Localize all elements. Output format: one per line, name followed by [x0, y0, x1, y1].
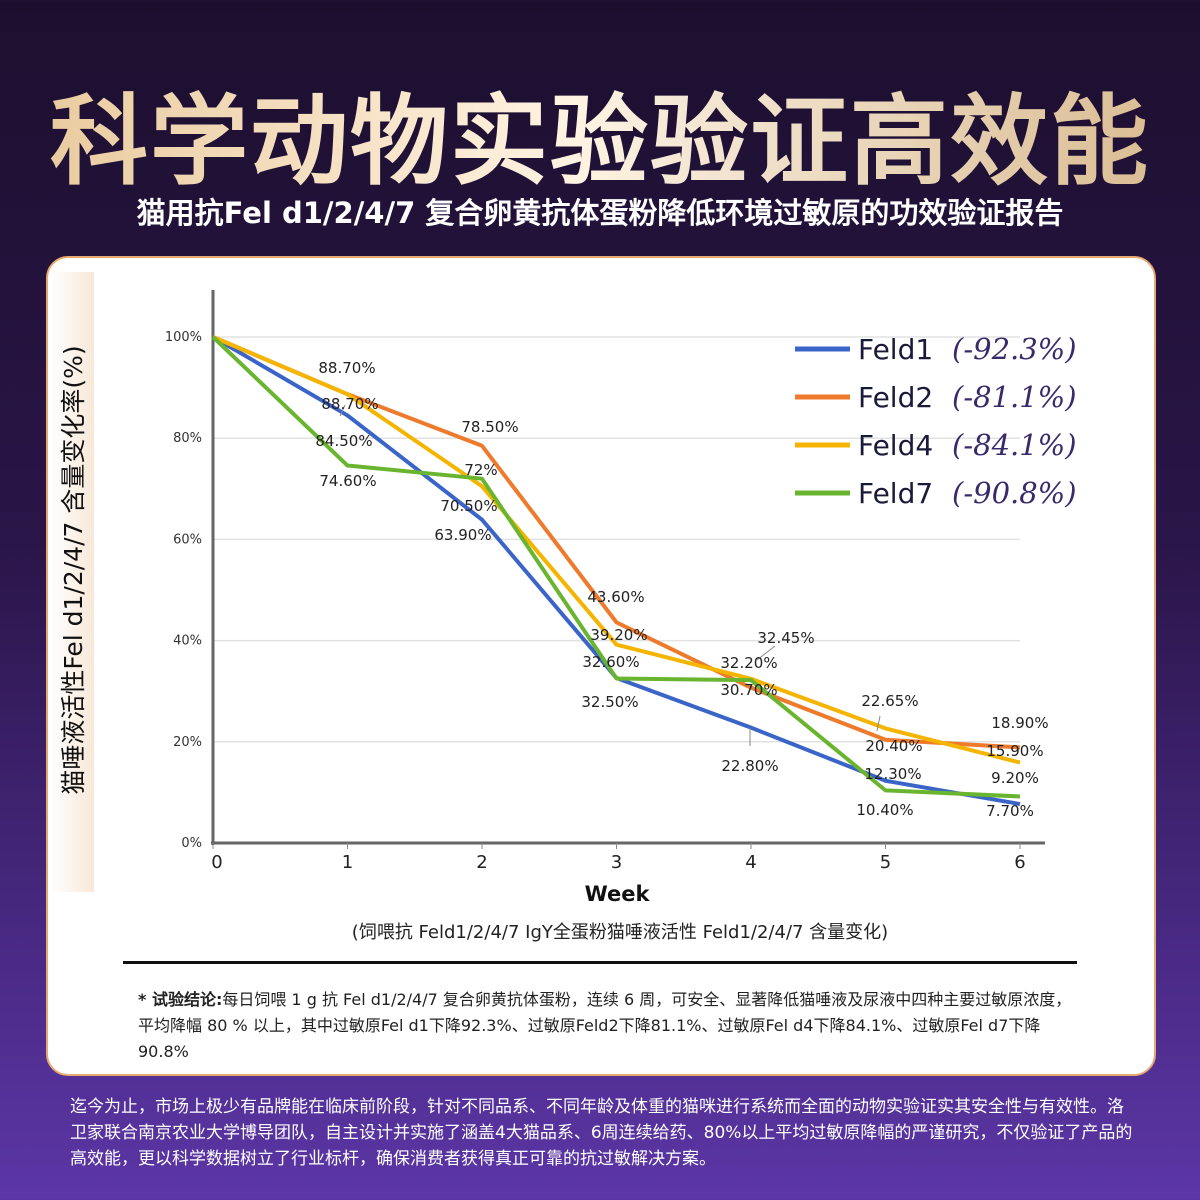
- legend-label: Feld4: [858, 429, 933, 462]
- data-label: 78.50%: [461, 418, 518, 436]
- leader-line: [876, 715, 881, 732]
- x-tick-label: 1: [342, 852, 353, 873]
- y-tick-label: 20%: [173, 735, 202, 750]
- y-axis-label-background: [50, 272, 94, 892]
- series-line-feld4: [212, 335, 1021, 765]
- data-label: 30.70%: [720, 681, 777, 699]
- data-label: 32.50%: [581, 693, 638, 711]
- x-tick-label: 2: [476, 852, 487, 873]
- conclusion: * 试验结论:每日饲喂 1 g 抗 Fel d1/2/4/7 复合卵黄抗体蛋粉，…: [138, 987, 1078, 1065]
- y-tick-label: 40%: [173, 634, 202, 649]
- legend-change: (-84.1%): [952, 428, 1077, 462]
- legend-label: Feld7: [858, 477, 933, 510]
- y-tick-label: 80%: [173, 431, 202, 446]
- data-label: 9.20%: [991, 769, 1039, 787]
- y-tick-label: 100%: [165, 330, 202, 345]
- chart-card: [46, 256, 1156, 1076]
- page-title: 科学动物实验验证高效能: [0, 62, 1200, 204]
- data-label: 10.40%: [856, 801, 913, 819]
- y-tick-label: 0%: [181, 836, 202, 851]
- legend-change: (-81.1%): [952, 380, 1077, 414]
- data-label: 32.20%: [720, 654, 777, 672]
- y-tick-label: 60%: [173, 532, 202, 547]
- data-label: 7.70%: [986, 802, 1034, 820]
- legend-change: (-92.3%): [952, 332, 1077, 366]
- legend-change: (-90.8%): [952, 476, 1077, 510]
- chart-caption: (饲喂抗 Feld1/2/4/7 IgY全蛋粉猫唾液活性 Feld1/2/4/7…: [351, 922, 889, 943]
- data-label: 88.70%: [318, 359, 375, 377]
- legend-label: Feld1: [858, 333, 933, 366]
- divider: [123, 961, 1077, 964]
- data-label: 18.90%: [991, 714, 1048, 732]
- conclusion-label: * 试验结论:: [138, 990, 223, 1009]
- data-label: 12.30%: [864, 765, 921, 783]
- x-tick-label: 0: [211, 852, 222, 873]
- data-label: 39.20%: [590, 626, 647, 644]
- series-line-feld7: [211, 335, 1021, 799]
- data-label: 43.60%: [587, 588, 644, 606]
- leader-line: [756, 645, 776, 661]
- legend-label: Feld2: [858, 381, 933, 414]
- data-label: 74.60%: [319, 472, 376, 490]
- data-label: 32.60%: [582, 653, 639, 671]
- conclusion-text: 每日饲喂 1 g 抗 Fel d1/2/4/7 复合卵黄抗体蛋粉，连续 6 周，…: [138, 990, 1072, 1061]
- data-label: 70.50%: [440, 497, 497, 515]
- data-label: 15.90%: [986, 742, 1043, 760]
- data-label: 22.80%: [721, 757, 778, 775]
- x-tick-label: 6: [1014, 852, 1025, 873]
- x-axis-title: Week: [585, 882, 651, 906]
- x-tick-label: 4: [745, 852, 756, 873]
- x-tick-label: 3: [611, 852, 622, 873]
- leader-line: [339, 404, 346, 417]
- data-label: 22.65%: [861, 692, 918, 710]
- data-label: 72%: [464, 461, 497, 479]
- data-label: 84.50%: [315, 432, 372, 450]
- data-label: 20.40%: [865, 737, 922, 755]
- x-tick-label: 5: [880, 852, 891, 873]
- data-label: 32.45%: [757, 629, 814, 647]
- data-label: 63.90%: [434, 526, 491, 544]
- footer-text: 迄今为止，市场上极少有品牌能在临床前阶段，针对不同品系、不同年龄及体重的猫咪进行…: [70, 1097, 1133, 1169]
- page-subtitle: 猫用抗Fel d1/2/4/7 复合卵黄抗体蛋粉降低环境过敏原的功效验证报告: [136, 196, 1064, 230]
- data-label: 88.70%: [321, 395, 378, 413]
